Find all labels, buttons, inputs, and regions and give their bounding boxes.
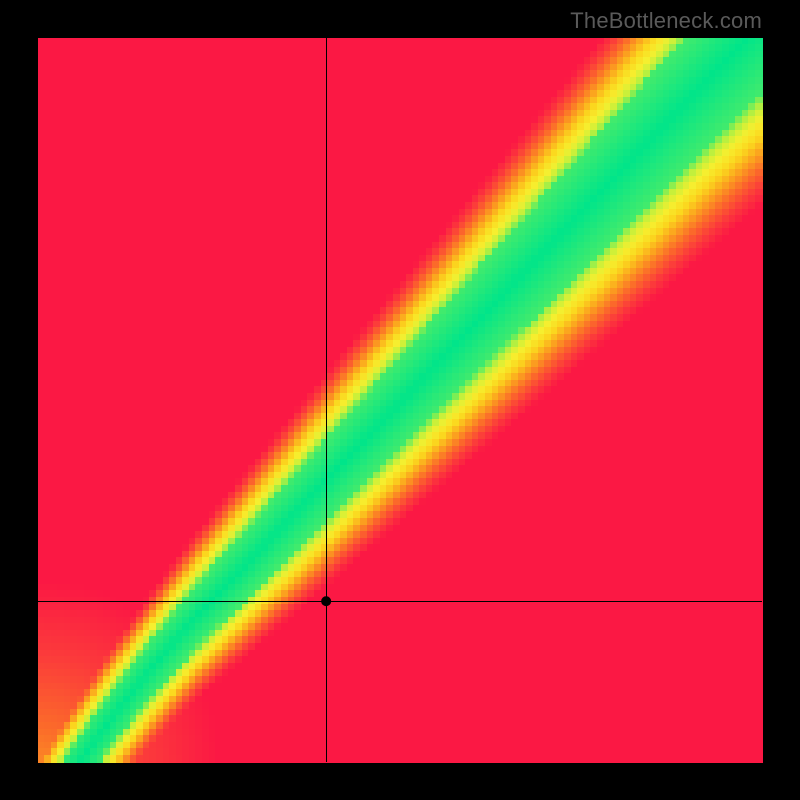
chart-container: TheBottleneck.com <box>0 0 800 800</box>
watermark-text: TheBottleneck.com <box>570 8 762 34</box>
bottleneck-heatmap <box>0 0 800 800</box>
